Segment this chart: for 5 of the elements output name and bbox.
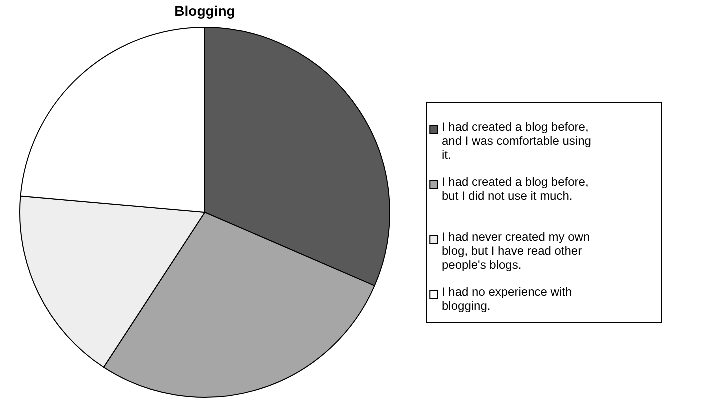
legend-label: I had no experience with blogging. — [442, 284, 572, 313]
legend-label: I had never created my own blog, but I have read other people's blogs. — [442, 230, 590, 272]
legend-label: I had created a blog before, and I was comfortable using it. — [442, 120, 592, 162]
chart-title: Blogging — [174, 3, 236, 19]
legend-label: I had created a blog before, but I did not use it much. — [442, 174, 589, 203]
